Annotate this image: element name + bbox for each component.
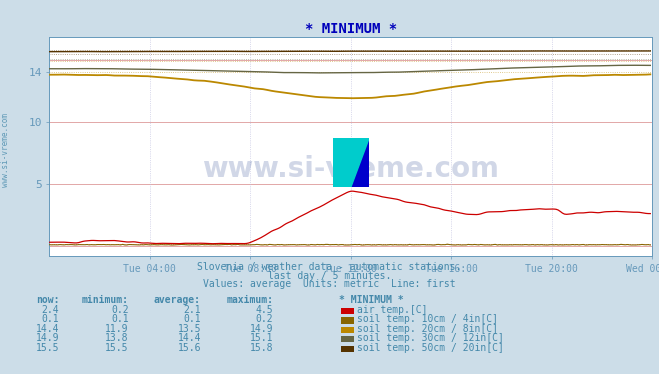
Text: 15.6: 15.6: [177, 343, 201, 353]
Text: soil temp. 30cm / 12in[C]: soil temp. 30cm / 12in[C]: [357, 333, 503, 343]
Text: Values: average  Units: metric  Line: first: Values: average Units: metric Line: firs…: [203, 279, 456, 289]
Text: 0.1: 0.1: [183, 315, 201, 324]
Text: www.si-vreme.com: www.si-vreme.com: [1, 113, 10, 187]
Text: 14.9: 14.9: [250, 324, 273, 334]
Polygon shape: [351, 138, 369, 187]
Text: 13.5: 13.5: [177, 324, 201, 334]
Text: 0.2: 0.2: [111, 305, 129, 315]
Text: Slovenia / weather data - automatic stations.: Slovenia / weather data - automatic stat…: [197, 262, 462, 272]
Text: soil temp. 10cm / 4in[C]: soil temp. 10cm / 4in[C]: [357, 315, 498, 324]
Text: * MINIMUM *: * MINIMUM *: [339, 295, 404, 305]
Text: 0.1: 0.1: [111, 315, 129, 324]
Text: last day / 5 minutes.: last day / 5 minutes.: [268, 271, 391, 280]
Text: 14.4: 14.4: [177, 333, 201, 343]
Text: 15.5: 15.5: [105, 343, 129, 353]
Text: now:: now:: [36, 295, 59, 305]
Text: 0.1: 0.1: [42, 315, 59, 324]
Text: average:: average:: [154, 295, 201, 305]
Text: 11.9: 11.9: [105, 324, 129, 334]
Title: * MINIMUM *: * MINIMUM *: [305, 22, 397, 36]
Text: 2.1: 2.1: [183, 305, 201, 315]
Text: 0.2: 0.2: [256, 315, 273, 324]
Text: soil temp. 50cm / 20in[C]: soil temp. 50cm / 20in[C]: [357, 343, 503, 353]
Text: 15.1: 15.1: [250, 333, 273, 343]
Text: maximum:: maximum:: [227, 295, 273, 305]
Text: air temp.[C]: air temp.[C]: [357, 305, 427, 315]
Text: 14.4: 14.4: [36, 324, 59, 334]
Text: 15.8: 15.8: [250, 343, 273, 353]
Text: 14.9: 14.9: [36, 333, 59, 343]
Text: 2.4: 2.4: [42, 305, 59, 315]
Text: www.si-vreme.com: www.si-vreme.com: [202, 155, 500, 183]
Text: 13.8: 13.8: [105, 333, 129, 343]
Text: minimum:: minimum:: [82, 295, 129, 305]
Text: 15.5: 15.5: [36, 343, 59, 353]
Text: 4.5: 4.5: [256, 305, 273, 315]
Text: soil temp. 20cm / 8in[C]: soil temp. 20cm / 8in[C]: [357, 324, 498, 334]
Polygon shape: [333, 138, 369, 187]
